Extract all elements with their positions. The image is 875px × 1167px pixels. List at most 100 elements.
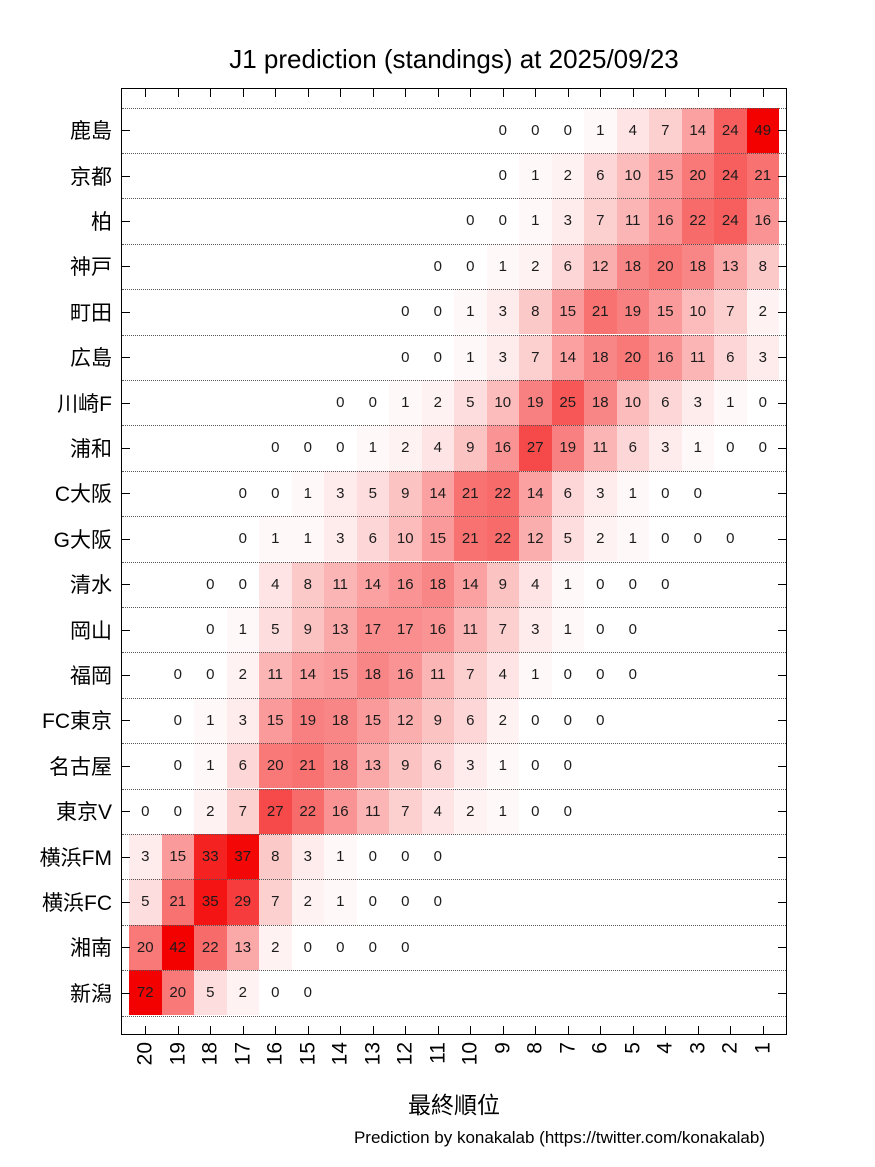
heatmap-cell: 12 [519, 516, 552, 562]
heatmap-cell: 1 [356, 425, 389, 471]
x-axis-tick [502, 1026, 504, 1034]
y-tick-label: 湘南 [70, 937, 112, 961]
heatmap-cell: 20 [681, 152, 714, 199]
x-axis-tick [535, 1026, 537, 1034]
heatmap-cell: 12 [389, 697, 422, 744]
heatmap-cell: 9 [389, 743, 422, 789]
y-tick-label: G大阪 [53, 528, 112, 552]
heatmap-cell: 0 [356, 833, 389, 880]
y-axis-tick [778, 811, 786, 813]
heatmap-cell: 2 [389, 425, 422, 471]
x-axis-tick [145, 1026, 147, 1034]
heatmap-cell: 17 [389, 606, 422, 653]
y-axis-tick [122, 675, 130, 676]
heatmap-cell: 1 [486, 743, 519, 789]
heatmap-cell: 0 [161, 652, 194, 698]
heatmap-cell: 0 [226, 516, 259, 562]
heatmap-cell: 22 [291, 788, 324, 834]
heatmap-cell: 0 [714, 516, 747, 562]
heatmap-cell: 3 [291, 833, 324, 880]
y-tick-label: 神戸 [70, 256, 112, 280]
heatmap-cell: 18 [324, 743, 357, 789]
heatmap-cell: 13 [714, 243, 747, 290]
heatmap-cell: 10 [389, 516, 422, 562]
heatmap-cell: 18 [324, 697, 357, 744]
heatmap-cell: 0 [681, 470, 714, 517]
y-axis-tick [778, 675, 786, 676]
y-axis-tick [778, 221, 786, 222]
heatmap-cell: 4 [519, 561, 552, 607]
heatmap-cell: 6 [226, 743, 259, 789]
heatmap-cell: 24 [714, 152, 747, 199]
heatmap-cell: 1 [616, 470, 649, 517]
heatmap-cell: 14 [519, 470, 552, 517]
y-axis-tick [778, 175, 786, 177]
heatmap-cell: 1 [454, 289, 487, 335]
y-tick-label: 名古屋 [49, 755, 112, 779]
y-tick-label: 東京V [55, 801, 112, 825]
heatmap-cell: 3 [129, 833, 162, 880]
heatmap-cell: 4 [421, 788, 454, 834]
heatmap-cell: 0 [551, 788, 584, 834]
y-axis-tick [122, 629, 130, 631]
y-tick-label: 福岡 [70, 665, 112, 688]
heatmap-cell: 0 [584, 561, 617, 607]
heatmap-cell: 0 [194, 652, 227, 698]
grid-line [122, 107, 786, 109]
heatmap-cell: 2 [454, 788, 487, 834]
heatmap-cell: 11 [324, 561, 357, 607]
heatmap-cell: 14 [421, 470, 454, 517]
x-axis-tick [145, 89, 147, 97]
y-tick-label: 川崎F [57, 392, 112, 416]
heatmap-cell: 0 [291, 924, 324, 971]
heatmap-cell: 18 [584, 334, 617, 380]
heatmap-cell: 5 [551, 516, 584, 562]
heatmap-cell: 24 [714, 198, 747, 244]
heatmap-cell: 6 [454, 697, 487, 744]
grid-line [122, 606, 786, 608]
heatmap-cell: 37 [226, 833, 259, 880]
heatmap-cell: 1 [454, 334, 487, 380]
heatmap-cell: 8 [259, 833, 292, 880]
y-axis-tick [778, 493, 786, 495]
x-axis-tick [177, 89, 179, 97]
y-tick-label: 町田 [70, 301, 112, 325]
heatmap-cell: 6 [421, 743, 454, 789]
y-tick-label: 新潟 [70, 982, 112, 1006]
x-axis-tick [275, 89, 277, 97]
y-axis-tick [122, 130, 130, 132]
heatmap-cell: 7 [486, 606, 519, 653]
heatmap-cell: 8 [291, 561, 324, 607]
x-axis-title: 最終順位 [408, 1092, 500, 1118]
heatmap-cell: 0 [194, 606, 227, 653]
heatmap-cell: 0 [551, 697, 584, 744]
heatmap-cell: 6 [551, 243, 584, 290]
grid-line [122, 243, 786, 245]
x-tick-label: 11 [426, 1042, 450, 1064]
x-tick-label: 20 [133, 1042, 157, 1066]
x-axis-tick [437, 1026, 439, 1034]
heatmap-cell: 1 [519, 152, 552, 199]
heatmap-cell: 0 [161, 697, 194, 744]
heatmap-cell: 7 [519, 334, 552, 380]
heatmap-cell: 20 [649, 243, 682, 290]
x-axis-tick [405, 1026, 407, 1034]
x-tick-label: 4 [653, 1042, 677, 1054]
x-axis-tick [340, 89, 342, 97]
chart-title: J1 prediction (standings) at 2025/09/23 [229, 44, 679, 74]
heatmap-cell: 18 [681, 243, 714, 290]
x-axis-tick [307, 1026, 309, 1034]
heatmap-cell: 9 [421, 697, 454, 744]
y-tick-label: C大阪 [54, 483, 112, 507]
heatmap-cell: 0 [356, 879, 389, 925]
grid-line [122, 152, 786, 154]
heatmap-cell: 11 [259, 652, 292, 698]
heatmap-cell: 1 [194, 743, 227, 789]
heatmap-cell: 35 [194, 879, 227, 925]
heatmap-cell: 0 [259, 470, 292, 517]
heatmap-cell: 1 [714, 379, 747, 426]
heatmap-cell: 10 [616, 152, 649, 199]
heatmap-cell: 22 [681, 198, 714, 244]
heatmap-cell: 10 [486, 379, 519, 426]
heatmap-cell: 1 [486, 243, 519, 290]
